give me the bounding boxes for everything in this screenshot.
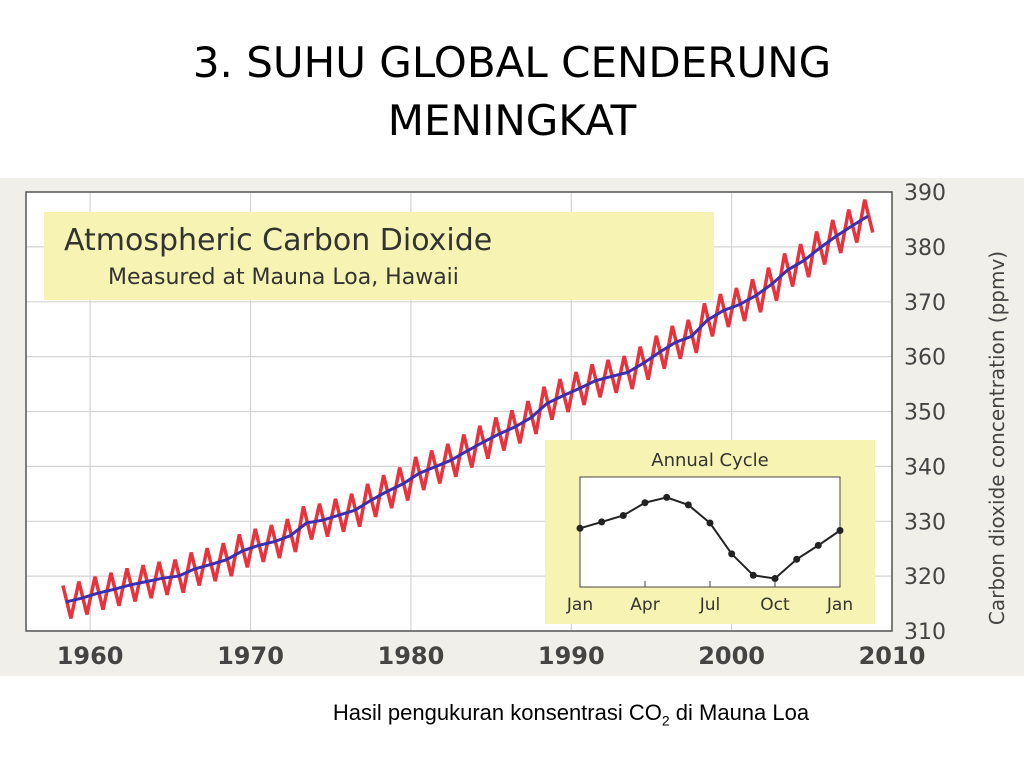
y-tick-label: 320: [904, 565, 946, 590]
main-series: [61, 199, 875, 619]
x-tick-label: 1960: [57, 642, 124, 670]
inset-plot-area: [579, 476, 841, 588]
inset-x-tick-label: Jul: [699, 595, 721, 615]
inset-x-tick-label: Apr: [630, 595, 659, 615]
chart-title: Atmospheric Carbon Dioxide: [64, 223, 492, 258]
inset-x-tick-label: Jan: [826, 595, 853, 615]
y-tick-label: 350: [904, 401, 946, 426]
annual-cycle-inset: Annual Cycle Jan Apr Jul Oct Jan: [545, 440, 875, 624]
y-tick-label: 340: [904, 455, 946, 480]
slide-title-line-2: MENINGKAT: [387, 96, 637, 145]
annual-cycle-point: [728, 550, 736, 558]
x-axis-ticks: 1960 1970 1980 1990 2000 2010: [57, 642, 926, 670]
inset-series: [576, 493, 844, 582]
caption-subscript: 2: [661, 712, 670, 729]
co2-chart-svg: Atmospheric Carbon Dioxide Measured at M…: [0, 178, 1024, 676]
annual-cycle-point: [576, 524, 584, 532]
annual-cycle-point: [836, 527, 844, 534]
plot-frame: [25, 191, 893, 632]
y-tick-label: 370: [904, 291, 946, 316]
x-tick-label: 1970: [217, 642, 284, 670]
inset-x-ticks: Jan Apr Jul Oct Jan: [566, 581, 853, 615]
y-tick-label: 390: [904, 181, 946, 206]
chart-title-box: [44, 212, 714, 300]
annual-cycle-point: [684, 501, 692, 509]
annual-cycle-point: [814, 541, 822, 549]
co2-chart-figure: Atmospheric Carbon Dioxide Measured at M…: [0, 178, 1024, 676]
y-axis-ticks: 310 320 330 340 350 360 370 380 390: [904, 181, 946, 645]
annual-cycle-point: [663, 493, 671, 501]
caption-suffix: di Mauna Loa: [669, 700, 810, 725]
x-tick-label: 1990: [538, 642, 605, 670]
inset-title: Annual Cycle: [651, 450, 768, 471]
slide-title: 3. SUHU GLOBAL CENDERUNG MENINGKAT: [0, 34, 1024, 150]
y-tick-label: 330: [904, 510, 946, 535]
annual-mean-co2-line: [65, 214, 869, 604]
annual-cycle-point: [771, 575, 779, 582]
annual-cycle-point: [598, 518, 606, 526]
annual-cycle-point: [619, 512, 627, 519]
inset-x-tick-label: Jan: [566, 595, 593, 615]
x-tick-label: 2010: [859, 642, 926, 670]
annual-cycle-point: [793, 555, 801, 563]
x-tick-label: 2000: [698, 642, 765, 670]
figure-caption: Hasil pengukuran konsentrasi CO2 di Maun…: [0, 700, 1024, 728]
inset-x-tick-label: Oct: [760, 595, 790, 615]
annual-cycle-point: [749, 571, 757, 579]
y-tick-label: 380: [904, 236, 946, 261]
y-tick-label: 360: [904, 346, 946, 371]
y-tick-label: 310: [904, 620, 946, 645]
annual-cycle-point: [641, 499, 649, 507]
y-axis-label: Carbon dioxide concentration (ppmv): [985, 251, 1009, 625]
x-tick-label: 1980: [378, 642, 445, 670]
caption-text: Hasil pengukuran konsentrasi CO: [332, 700, 662, 725]
chart-subtitle: Measured at Mauna Loa, Hawaii: [108, 265, 459, 290]
slide-title-line-1: 3. SUHU GLOBAL CENDERUNG: [192, 38, 832, 87]
annual-cycle-point: [706, 519, 714, 527]
